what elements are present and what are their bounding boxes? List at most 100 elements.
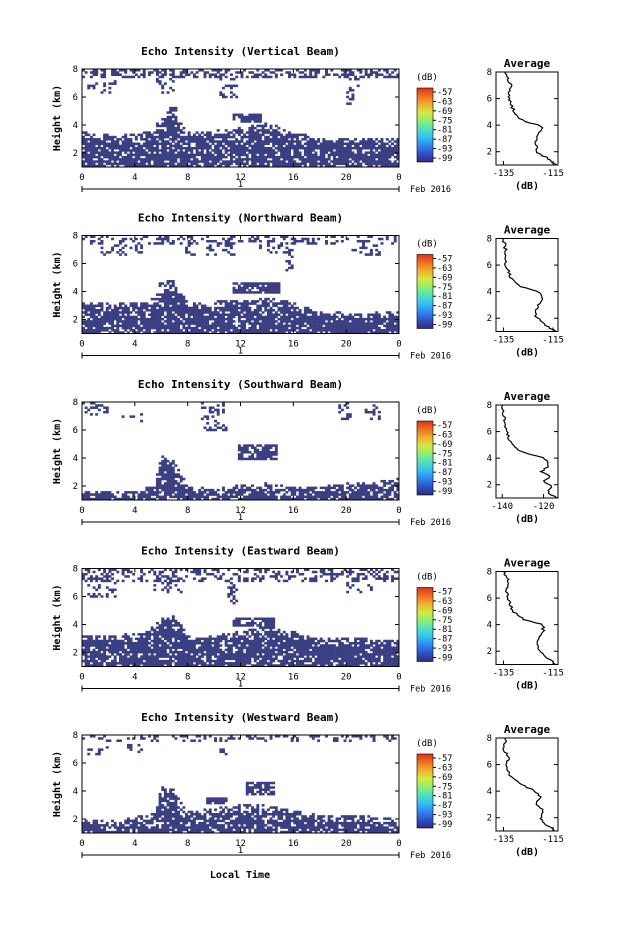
heatmap-cell (214, 160, 218, 163)
heatmap-cell (354, 493, 358, 496)
colorbar-tick-label: -81 (437, 459, 452, 469)
heatmap-cell (206, 317, 210, 321)
heatmap-cell (163, 491, 167, 494)
heatmap-cell (153, 326, 157, 330)
heatmap-cell (142, 324, 146, 328)
heatmap-cell (182, 300, 186, 303)
heatmap-cell (264, 73, 268, 76)
heatmap-cell (243, 291, 247, 294)
heatmap-cell (158, 158, 162, 161)
heatmap-cell (126, 315, 130, 319)
heatmap-cell (166, 115, 170, 119)
heatmap-cell (174, 320, 178, 323)
heatmap-cell (243, 284, 247, 288)
heatmap-cell (256, 309, 260, 312)
heatmap-cell (132, 149, 136, 152)
heatmap-cell (237, 455, 241, 458)
heatmap-cell (158, 242, 162, 245)
heatmap-cell (132, 153, 136, 157)
heatmap-cell (89, 497, 93, 501)
heatmap-cell (137, 633, 141, 636)
heatmap-cell (248, 131, 252, 134)
heatmap-cell (174, 464, 178, 467)
heatmap-cell (343, 158, 347, 161)
heatmap-cell (261, 144, 265, 148)
heatmap-cell (161, 630, 165, 634)
heatmap-cell (145, 164, 149, 168)
heatmap-cell (84, 311, 88, 314)
heatmap-cell (243, 146, 247, 150)
heatmap-cell (200, 155, 204, 159)
heatmap-cell (192, 146, 196, 150)
heatmap-cell (359, 151, 363, 154)
heatmap-cell (179, 160, 183, 163)
heatmap-cell (111, 71, 114, 74)
heatmap-cell (203, 320, 207, 323)
heatmap-cell (224, 75, 228, 79)
heatmap-cell (248, 486, 252, 490)
heatmap-cell (227, 329, 231, 332)
heatmap-cell (388, 479, 392, 483)
heatmap-cell (258, 142, 262, 146)
heatmap-cell (195, 326, 199, 330)
heatmap-cell (89, 162, 93, 166)
heatmap-cell (166, 131, 170, 134)
heatmap-cell (372, 326, 376, 330)
heatmap-cell (351, 484, 355, 487)
heatmap-cell (87, 644, 91, 647)
heatmap-cell (311, 313, 315, 316)
heatmap-cell (190, 311, 194, 314)
heatmap-cell (158, 138, 162, 141)
heatmap-cell (258, 160, 262, 163)
heatmap-cell (211, 69, 215, 72)
avg-x-axis-label: (dB) (515, 181, 539, 192)
heatmap-cell (277, 126, 281, 130)
heatmap-cell (118, 149, 122, 152)
heatmap-cell (103, 320, 107, 323)
heatmap-cell (325, 491, 328, 494)
heatmap-cell (264, 326, 268, 330)
heatmap-cell (251, 313, 255, 316)
heatmap-cell (314, 71, 318, 74)
heatmap-cell (105, 315, 109, 319)
heatmap-cell (111, 659, 114, 663)
heatmap-cell (84, 491, 88, 494)
heatmap-cell (155, 144, 159, 148)
x-tick-label: 12 (235, 173, 246, 183)
heatmap-cell (145, 635, 149, 638)
heatmap-cell (309, 73, 313, 76)
heatmap-cell (82, 311, 85, 314)
heatmap-cell (391, 164, 395, 168)
heatmap-cell (256, 149, 260, 152)
heatmap-cell (182, 126, 186, 130)
heatmap-cell (369, 253, 373, 256)
heatmap-cell (229, 246, 233, 250)
heatmap-cell (121, 144, 125, 148)
heatmap-cell (227, 306, 231, 310)
heatmap-cell (161, 497, 165, 501)
heatmap-cell (124, 304, 128, 308)
avg-y-tick-label: 4 (487, 454, 492, 464)
heatmap-cell (155, 322, 159, 325)
heatmap-cell (235, 309, 239, 312)
heatmap-cell (391, 142, 395, 146)
heatmap-cell (116, 71, 120, 74)
heatmap-cell (396, 477, 400, 481)
x-tick-label: 0 (396, 506, 401, 516)
heatmap-cell (174, 317, 178, 321)
heatmap-cell (245, 131, 249, 134)
heatmap-cell (111, 162, 114, 166)
heatmap-cell (163, 473, 167, 476)
heatmap-cell (240, 282, 244, 285)
heatmap-cell (140, 322, 144, 325)
heatmap-cell (84, 646, 88, 649)
heatmap-cell (121, 322, 125, 325)
heatmap-cell (306, 317, 310, 321)
heatmap-cell (375, 244, 379, 247)
heatmap-cell (148, 664, 151, 667)
heatmap-cell (103, 497, 107, 501)
heatmap-cell (187, 144, 191, 148)
heatmap-cell (359, 162, 363, 166)
heatmap-cell (211, 135, 215, 139)
heatmap-cell (195, 71, 199, 74)
